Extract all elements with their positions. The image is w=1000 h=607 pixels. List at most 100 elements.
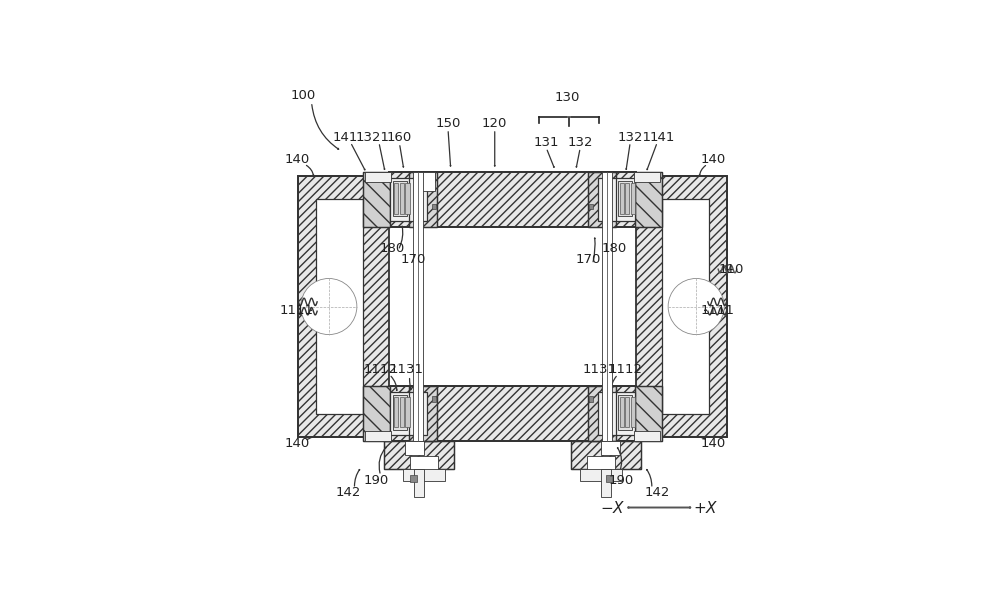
Bar [631,397,635,427]
Text: 142: 142 [335,486,361,499]
Bar [363,172,390,227]
Bar [394,183,398,214]
Bar [571,441,641,469]
Bar [413,172,423,441]
Bar [571,441,641,469]
Bar [409,172,437,227]
Bar [635,386,662,441]
Text: 100: 100 [290,89,316,102]
Bar [580,469,622,481]
Bar [403,469,445,481]
Bar [634,432,660,441]
Text: 110: 110 [719,263,744,276]
Text: 190: 190 [363,474,389,487]
Bar [588,172,616,227]
Bar [634,172,660,181]
Bar [618,395,632,430]
Bar [588,386,616,441]
Text: 1111: 1111 [700,304,734,317]
Text: 190: 190 [608,474,634,487]
Bar [394,397,398,427]
Text: 141: 141 [333,131,358,144]
Text: 132: 132 [568,135,593,149]
Text: 142: 142 [645,486,670,499]
Circle shape [668,279,724,334]
Text: 170: 170 [401,253,426,266]
Bar [389,227,636,386]
Bar [405,183,410,214]
Bar [631,183,635,214]
Text: 160: 160 [387,131,412,144]
Bar [410,475,417,482]
Bar [400,183,404,214]
Bar [598,178,635,222]
Bar [414,469,424,497]
Bar [410,456,438,470]
Text: 1131: 1131 [389,363,423,376]
Text: 140: 140 [701,436,726,450]
Bar [588,172,616,227]
Text: 141: 141 [649,131,675,144]
Bar [602,172,612,441]
Bar [601,441,620,455]
Bar [409,172,437,227]
Text: $-X$: $-X$ [600,500,625,515]
Bar [625,397,629,427]
Bar [414,172,435,181]
Bar [432,396,436,402]
Bar [421,172,435,191]
Bar [363,172,390,227]
Bar [400,397,404,427]
Bar [405,397,410,427]
Text: 170: 170 [576,253,601,266]
Bar [393,395,407,430]
Bar [606,475,613,482]
Bar [634,175,727,438]
Bar [365,432,391,441]
Bar [365,172,391,181]
Bar [409,386,437,441]
Text: 1131: 1131 [582,363,616,376]
Bar [389,172,636,227]
Bar [432,204,436,209]
Bar [390,178,427,222]
Text: 150: 150 [435,117,461,130]
Text: 131: 131 [533,135,559,149]
Text: 1321: 1321 [618,131,652,144]
Bar [635,172,662,227]
Text: 140: 140 [701,153,726,166]
Bar [409,386,437,441]
Bar [662,199,709,414]
Text: 180: 180 [602,242,627,254]
Text: 180: 180 [379,242,405,254]
Bar [389,386,636,441]
Text: 1111: 1111 [280,304,314,317]
Text: 1321: 1321 [355,131,389,144]
Text: 120: 120 [482,117,507,130]
Bar [588,386,616,441]
Bar [625,183,629,214]
Bar [389,172,636,227]
Bar [363,386,390,441]
Bar [635,386,662,441]
Text: 140: 140 [285,153,310,166]
Bar [393,181,407,216]
Bar [316,199,363,414]
Bar [298,175,391,438]
Text: 1112: 1112 [609,363,643,376]
Bar [620,397,624,427]
Bar [618,181,632,216]
Bar [390,392,427,435]
Text: $+X$: $+X$ [693,500,719,515]
Text: 1112: 1112 [364,363,398,376]
Bar [635,172,662,227]
Bar [598,392,635,435]
Bar [298,175,391,438]
Bar [405,441,424,455]
Bar [363,386,390,441]
Bar [620,183,624,214]
Bar [589,396,593,402]
Bar [389,386,636,441]
Text: 130: 130 [555,90,580,104]
Bar [601,469,611,497]
